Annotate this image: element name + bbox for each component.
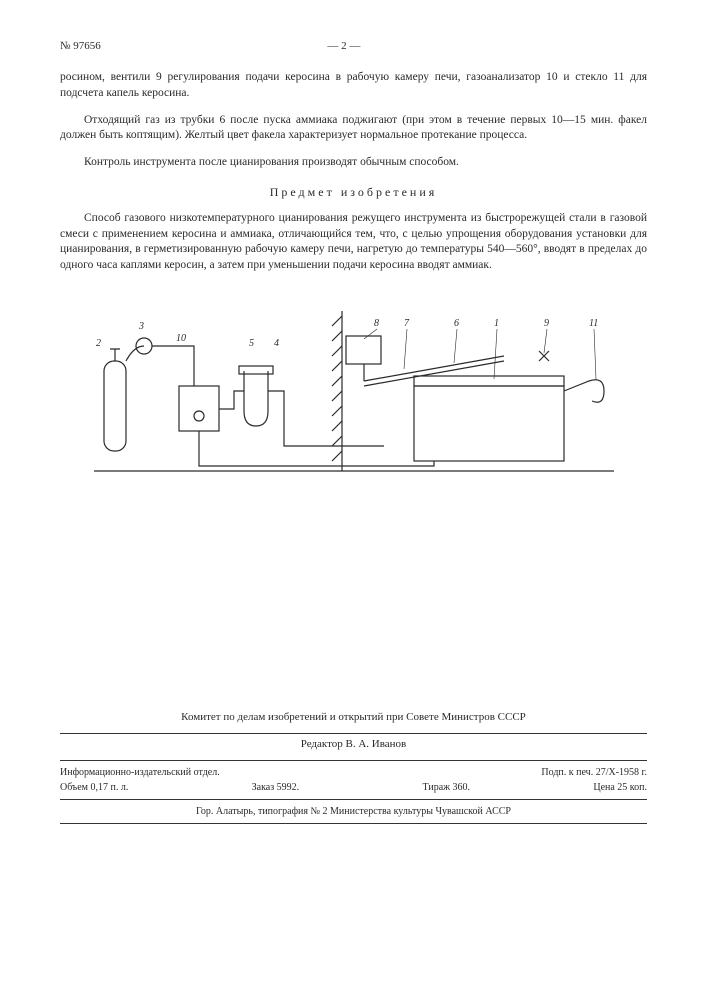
schematic-diagram: 2 3 10 5 4 8 7 6 1 9 11: [84, 291, 624, 511]
svg-text:7: 7: [404, 318, 410, 329]
svg-text:2: 2: [96, 338, 101, 349]
svg-text:5: 5: [249, 338, 254, 349]
footer-row1-right: Подп. к печ. 27/X-1958 г.: [541, 767, 647, 778]
footer-row-3: Гор. Алатырь, типография № 2 Министерств…: [60, 804, 647, 819]
footer-rule: [60, 760, 647, 761]
page-header: № 97656 — 2 —: [60, 40, 647, 52]
footer-block: Комитет по делам изобретений и открытий …: [60, 711, 647, 824]
footer-row1-left: Информационно-издательский отдел.: [60, 767, 220, 778]
footer-committee: Комитет по делам изобретений и открытий …: [60, 711, 647, 723]
svg-text:9: 9: [544, 318, 549, 329]
svg-text:1: 1: [494, 318, 499, 329]
footer-row-2: Объем 0,17 п. л. Заказ 5992. Тираж 360. …: [60, 780, 647, 795]
footer-editor: Редактор В. А. Иванов: [60, 738, 647, 750]
footer-row-1: Информационно-издательский отдел. Подп. …: [60, 765, 647, 780]
footer-rule: [60, 733, 647, 734]
svg-text:10: 10: [176, 333, 186, 344]
footer-row2-c: Тираж 360.: [422, 782, 470, 793]
claims-heading: Предмет изобретения: [60, 185, 647, 200]
footer-row2-b: Заказ 5992.: [252, 782, 300, 793]
footer-rule: [60, 799, 647, 800]
svg-text:11: 11: [589, 318, 598, 329]
svg-text:3: 3: [138, 321, 144, 332]
svg-text:8: 8: [374, 318, 379, 329]
svg-text:6: 6: [454, 318, 459, 329]
paragraph-2: Отходящий газ из трубки 6 после пуска ам…: [60, 113, 647, 144]
paragraph-3: Контроль инструмента после цианирования …: [60, 155, 647, 171]
doc-number: № 97656: [60, 40, 101, 52]
footer-row2-d: Цена 25 коп.: [593, 782, 647, 793]
page-number: — 2 —: [101, 40, 587, 52]
footer-row2-a: Объем 0,17 п. л.: [60, 782, 128, 793]
svg-text:4: 4: [274, 338, 279, 349]
footer-rule: [60, 823, 647, 824]
paragraph-1: росином, вентили 9 регулирования подачи …: [60, 70, 647, 101]
claim-1: Способ газового низкотемпературного циан…: [60, 211, 647, 273]
